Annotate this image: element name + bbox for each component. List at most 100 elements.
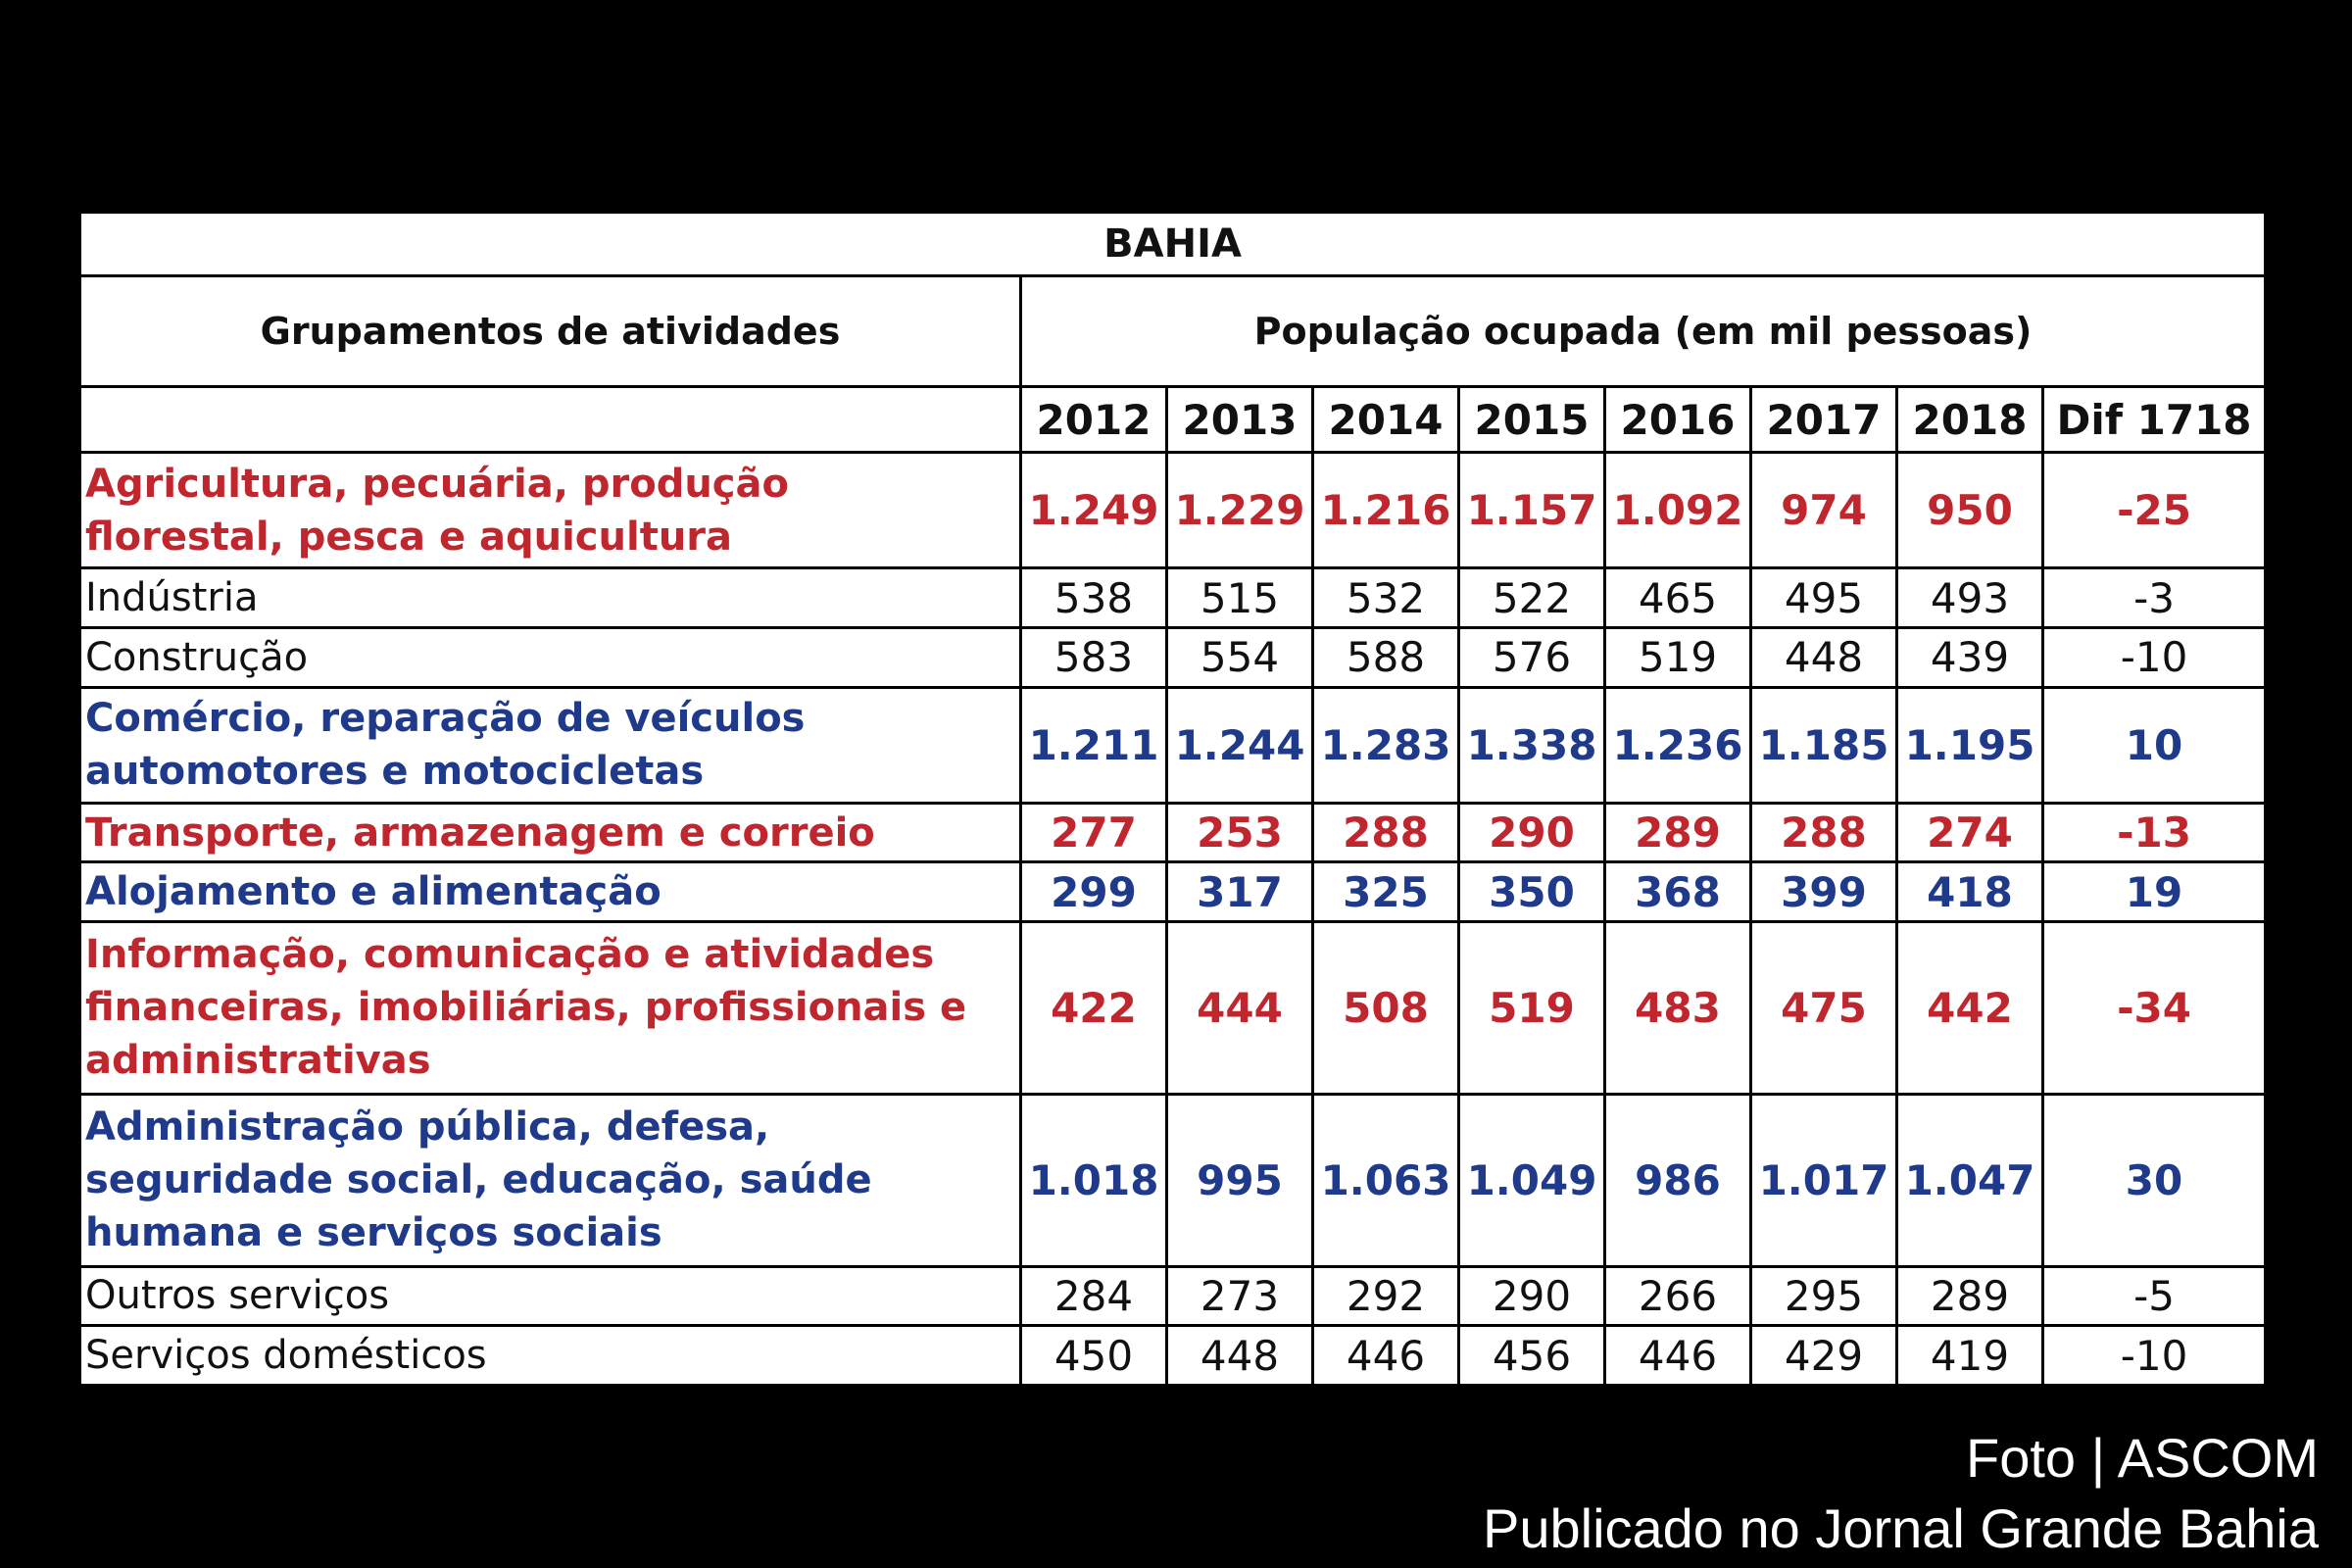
value-cell: -5 — [2040, 1264, 2268, 1328]
value-cell: 1.092 — [1603, 450, 1752, 570]
row-label-line: Comércio, reparação de veículos — [85, 696, 806, 742]
value-cell: 475 — [1749, 920, 1898, 1096]
value-cell: 519 — [1603, 625, 1752, 689]
row-label: Comércio, reparação de veículos automotor… — [78, 685, 1022, 805]
table-row: Administração pública, defesa, seguridade… — [78, 1092, 2268, 1268]
value-cell: 493 — [1895, 566, 2044, 629]
column-header-dif-1718: Dif 1718 — [2040, 385, 2268, 454]
value-cell: 289 — [1603, 801, 1752, 864]
table-title: BAHIA — [77, 211, 2268, 277]
value-cell: 19 — [2040, 860, 2268, 924]
column-header-2016: 2016 — [1603, 385, 1752, 454]
column-header-2014: 2014 — [1311, 385, 1460, 454]
row-label-line: florestal, pesca e aquicultura — [85, 514, 733, 560]
value-cell: 419 — [1895, 1324, 2044, 1387]
value-cell: 986 — [1603, 1092, 1752, 1268]
value-cell: 295 — [1749, 1264, 1898, 1328]
value-cell: 273 — [1165, 1264, 1314, 1328]
value-cell: 429 — [1749, 1324, 1898, 1387]
value-cell: -34 — [2040, 920, 2268, 1096]
value-cell: 448 — [1165, 1324, 1314, 1387]
value-cell: 1.018 — [1019, 1092, 1168, 1268]
row-label-line: financeiras, imobiliárias, profissionais… — [85, 985, 967, 1031]
row-label-line: Transporte, armazenagem e correio — [85, 809, 875, 856]
table-row: Indústria 538 515 532 522 465 495 493 -3 — [78, 566, 2268, 629]
value-cell: 522 — [1457, 566, 1606, 629]
value-cell: 290 — [1457, 801, 1606, 864]
row-label-line: automotores e motocicletas — [85, 749, 705, 795]
value-cell: -13 — [2040, 801, 2268, 864]
value-cell: 483 — [1603, 920, 1752, 1096]
table-row: Outros serviços 284 273 292 290 266 295 289 -5 — [78, 1264, 2268, 1328]
value-cell: 442 — [1895, 920, 2044, 1096]
value-cell: 495 — [1749, 566, 1898, 629]
column-header-2015: 2015 — [1457, 385, 1606, 454]
value-cell: 995 — [1165, 1092, 1314, 1268]
table-row: Informação, comunicação e atividades fina… — [78, 920, 2268, 1096]
value-cell: -10 — [2040, 625, 2268, 689]
value-cell: 1.283 — [1311, 685, 1460, 805]
value-cell: 1.157 — [1457, 450, 1606, 570]
value-cell: 448 — [1749, 625, 1898, 689]
row-label-line: Administração pública, defesa, — [85, 1104, 770, 1151]
value-cell: 292 — [1311, 1264, 1460, 1328]
value-cell: -25 — [2040, 450, 2268, 570]
value-cell: 350 — [1457, 860, 1606, 924]
value-cell: 10 — [2040, 685, 2268, 805]
value-cell: 515 — [1165, 566, 1314, 629]
column-header-2017: 2017 — [1749, 385, 1898, 454]
value-cell: 444 — [1165, 920, 1314, 1096]
value-cell: 588 — [1311, 625, 1460, 689]
row-label: Construção — [78, 625, 1022, 689]
table-row: Construção 583 554 588 576 519 448 439 -10 — [78, 625, 2268, 689]
value-cell: 446 — [1603, 1324, 1752, 1387]
row-label-line: Construção — [85, 634, 309, 680]
value-cell: 1.185 — [1749, 685, 1898, 805]
value-cell: 418 — [1895, 860, 2044, 924]
row-label: Serviços domésticos — [78, 1324, 1022, 1387]
value-cell: 519 — [1457, 920, 1606, 1096]
value-cell: 30 — [2040, 1092, 2268, 1268]
header-row: Grupamentos de atividades População ocup… — [78, 274, 2268, 388]
row-label: Informação, comunicação e atividades fina… — [78, 920, 1022, 1096]
table-row: Comércio, reparação de veículos automotor… — [78, 685, 2268, 805]
value-cell: 1.017 — [1749, 1092, 1898, 1268]
value-cell: 368 — [1603, 860, 1752, 924]
value-cell: 399 — [1749, 860, 1898, 924]
table-row: Agricultura, pecuária, produção florestal… — [78, 450, 2268, 570]
value-cell: 1.338 — [1457, 685, 1606, 805]
value-cell: 325 — [1311, 860, 1460, 924]
value-cell: 274 — [1895, 801, 2044, 864]
value-cell: 465 — [1603, 566, 1752, 629]
row-label: Transporte, armazenagem e correio — [78, 801, 1022, 864]
row-label-line: seguridade social, educação, saúde — [85, 1157, 872, 1203]
row-label: Alojamento e alimentação — [78, 860, 1022, 924]
row-header: Grupamentos de atividades — [78, 274, 1022, 388]
value-cell: 1.211 — [1019, 685, 1168, 805]
value-cell: 290 — [1457, 1264, 1606, 1328]
value-cell: 1.229 — [1165, 450, 1314, 570]
value-cell: 554 — [1165, 625, 1314, 689]
value-cell: 422 — [1019, 920, 1168, 1096]
column-header-2012: 2012 — [1019, 385, 1168, 454]
value-cell: 456 — [1457, 1324, 1606, 1387]
value-cell: 1.047 — [1895, 1092, 2044, 1268]
value-cell: 289 — [1895, 1264, 2044, 1328]
row-label-line: Informação, comunicação e atividades — [85, 932, 935, 978]
column-header-2018: 2018 — [1895, 385, 2044, 454]
credit-line-1: Foto | ASCOM — [1966, 1427, 2319, 1489]
row-label-line: Serviços domésticos — [85, 1333, 487, 1379]
value-cell: 974 — [1749, 450, 1898, 570]
row-label: Outros serviços — [78, 1264, 1022, 1328]
value-cell: 583 — [1019, 625, 1168, 689]
data-table-container: BAHIA Grupamentos de atividades Populaçã… — [77, 211, 2268, 1387]
value-cell: 439 — [1895, 625, 2044, 689]
value-cell: 1.049 — [1457, 1092, 1606, 1268]
value-cell: 1.063 — [1311, 1092, 1460, 1268]
row-label-line: Outros serviços — [85, 1273, 390, 1319]
value-cell: 1.244 — [1165, 685, 1314, 805]
value-cell: 288 — [1749, 801, 1898, 864]
column-header-2013: 2013 — [1165, 385, 1314, 454]
row-label: Indústria — [78, 566, 1022, 629]
value-cell: -10 — [2040, 1324, 2268, 1387]
